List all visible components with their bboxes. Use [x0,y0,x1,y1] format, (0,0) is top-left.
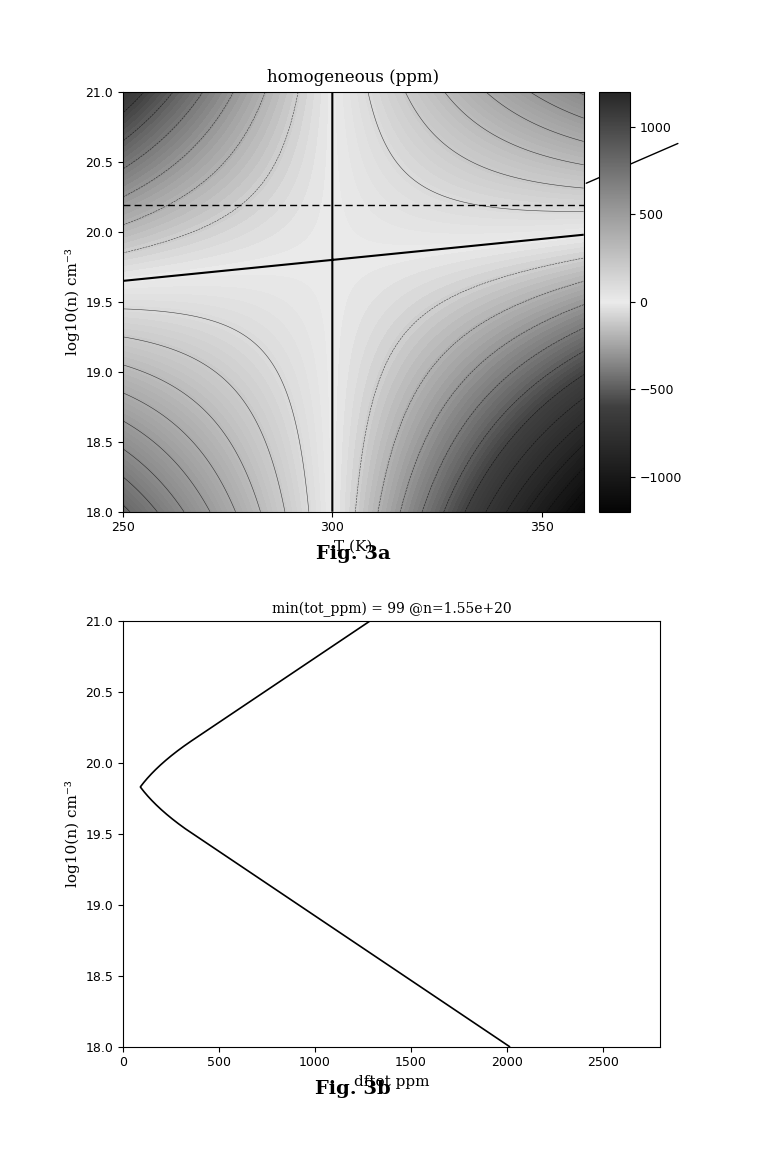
Text: Fig. 3b: Fig. 3b [316,1080,391,1098]
Y-axis label: log10(n) cm⁻³: log10(n) cm⁻³ [65,781,80,887]
X-axis label: dftot ppm: dftot ppm [354,1075,429,1089]
Title: min(tot_ppm) = 99 @n=1.55e+20: min(tot_ppm) = 99 @n=1.55e+20 [272,601,511,616]
Title: homogeneous (ppm): homogeneous (ppm) [267,69,439,86]
Y-axis label: log10(n) cm⁻³: log10(n) cm⁻³ [65,248,80,355]
X-axis label: T (K): T (K) [334,540,372,554]
Text: Fig. 3a: Fig. 3a [316,545,391,564]
